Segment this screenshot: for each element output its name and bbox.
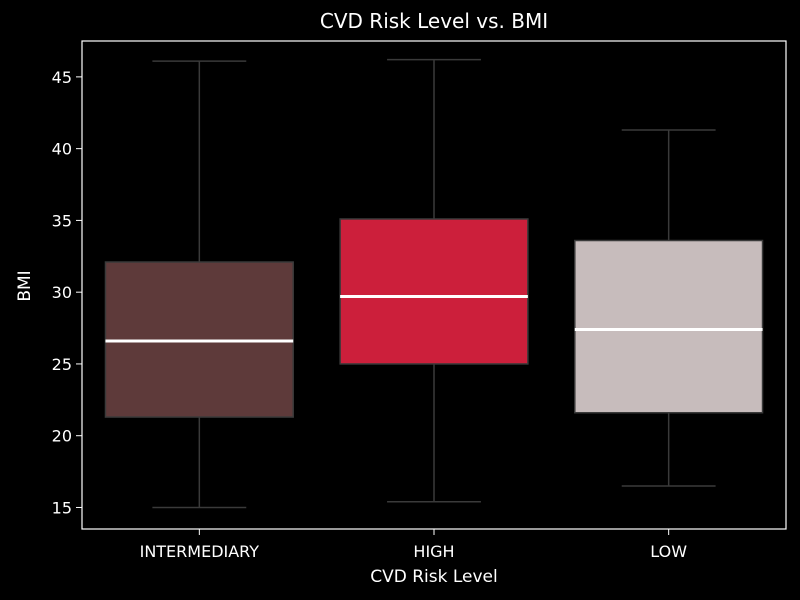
chart-title: CVD Risk Level vs. BMI (320, 9, 548, 33)
y-tick-label: 45 (52, 68, 72, 87)
y-tick-label: 35 (52, 211, 72, 230)
y-axis-label: BMI (15, 270, 35, 301)
box-group-high: HIGH (339, 58, 529, 561)
x-tick-label: INTERMEDIARY (140, 542, 260, 561)
y-tick-label: 30 (52, 283, 72, 302)
y-tick-label: 40 (52, 140, 72, 159)
box-group-intermediary: INTERMEDIARY (104, 60, 294, 561)
plot-area: 15 20 25 30 35 40 45 INTERMEDIARY HIGH LOW (52, 58, 764, 561)
x-axis-label: CVD Risk Level (370, 567, 498, 587)
y-tick-label: 15 (52, 498, 72, 517)
box-body (339, 218, 529, 365)
box-group-low: LOW (574, 129, 764, 561)
y-tick-label: 25 (52, 355, 72, 374)
x-tick-label: HIGH (413, 542, 454, 561)
x-tick-label: LOW (650, 542, 687, 561)
y-tick-label: 20 (52, 427, 72, 446)
plot-frame (81, 40, 787, 530)
box-body (574, 239, 764, 414)
